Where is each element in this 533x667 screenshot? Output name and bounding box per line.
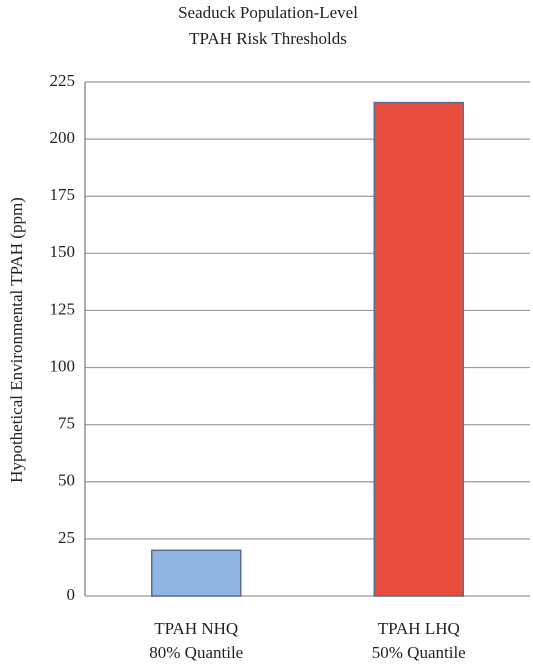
x-tick-label: 80% Quantile bbox=[149, 643, 243, 662]
y-tick-label: 125 bbox=[50, 299, 76, 318]
x-tick-label: TPAH NHQ bbox=[154, 619, 238, 638]
y-tick-label: 175 bbox=[50, 185, 76, 204]
y-tick-label: 25 bbox=[58, 528, 75, 547]
y-tick-label: 100 bbox=[50, 356, 76, 375]
x-tick-label: 50% Quantile bbox=[372, 643, 466, 662]
y-tick-label: 75 bbox=[58, 414, 75, 433]
bar bbox=[151, 549, 242, 597]
y-tick-label: 50 bbox=[58, 471, 75, 490]
y-tick-label: 0 bbox=[67, 585, 76, 604]
chart-title: Seaduck Population-Level bbox=[178, 3, 358, 22]
y-tick-label: 225 bbox=[50, 71, 76, 90]
y-tick-label: 150 bbox=[50, 242, 76, 261]
y-axis-label: Hypothetical Environmental TPAH (ppm) bbox=[7, 197, 26, 483]
x-tick-label: TPAH LHQ bbox=[378, 619, 460, 638]
y-tick-label: 200 bbox=[50, 128, 76, 147]
bar bbox=[373, 101, 464, 597]
chart-title: TPAH Risk Thresholds bbox=[189, 29, 347, 48]
